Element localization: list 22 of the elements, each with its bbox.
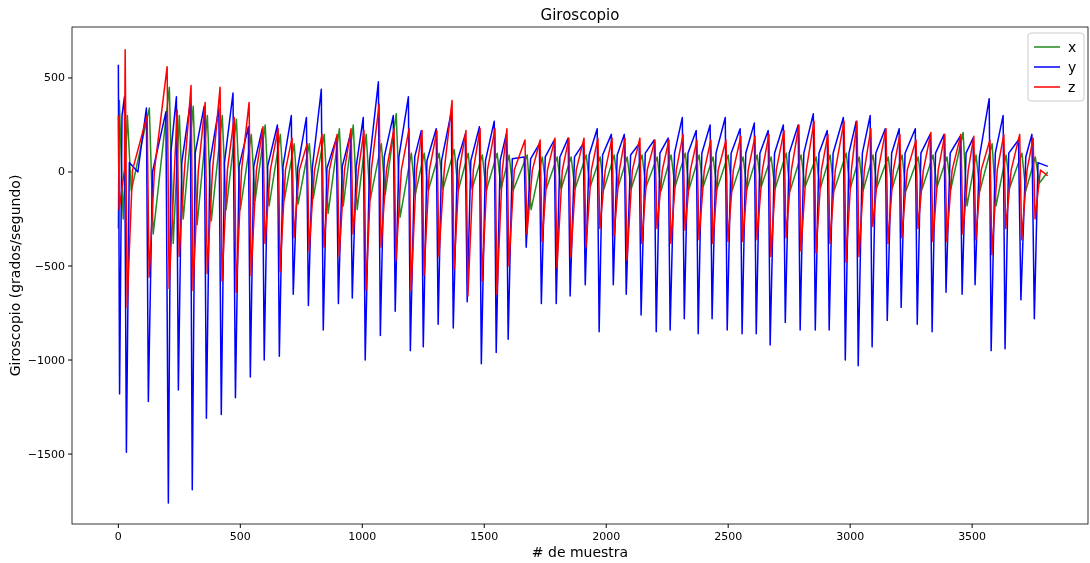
chart-title: Giroscopio [540, 6, 620, 24]
x-tick-label: 2500 [714, 530, 743, 543]
y-tick-label: 500 [44, 71, 65, 85]
x-tick-label: 3000 [836, 530, 865, 543]
x-tick-label: 1000 [348, 530, 377, 543]
legend-label: z [1068, 79, 1076, 95]
line-series [117, 86, 1049, 245]
legend-label: x [1068, 39, 1077, 55]
y-tick-label: 0 [58, 165, 65, 179]
line-series [117, 64, 1049, 504]
line-series [117, 49, 1049, 309]
x-tick-label: 500 [229, 530, 251, 543]
legend-label: y [1068, 59, 1077, 75]
x-tick-label: 3500 [958, 530, 987, 543]
x-axis-title: # de muestra [531, 544, 629, 560]
y-axis-title: Giroscopio (grados/segundo) [7, 174, 23, 377]
x-tick-label: 2000 [592, 530, 621, 543]
x-tick-label: 0 [114, 530, 122, 543]
y-tick-label: −1500 [27, 447, 65, 461]
y-tick-label: −500 [34, 259, 65, 273]
x-tick-label: 1500 [470, 530, 499, 543]
y-tick-label: −1000 [27, 353, 65, 367]
